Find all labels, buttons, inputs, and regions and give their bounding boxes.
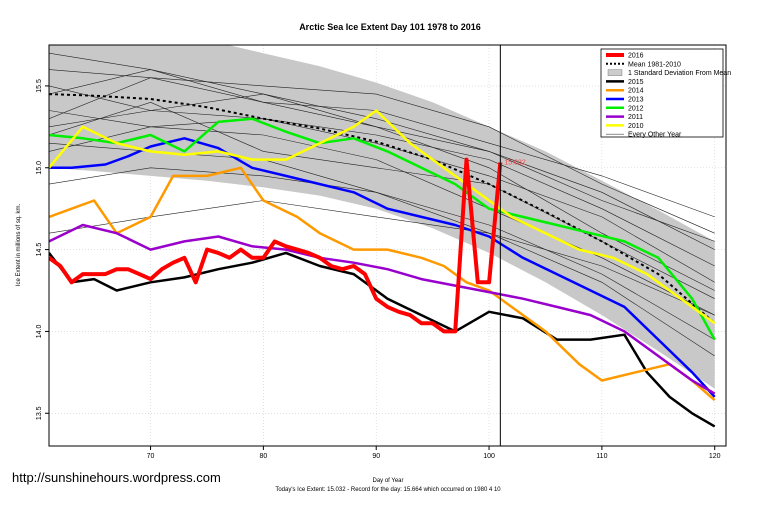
legend-label: 2012: [628, 105, 644, 112]
series-line-2016: [49, 157, 503, 334]
legend-label: 2014: [628, 88, 644, 95]
series-line-2011: [49, 223, 716, 395]
x-tick-label: 120: [709, 453, 721, 460]
std-dev-band-layer: [49, 45, 715, 389]
x-tick-label: 100: [483, 453, 495, 460]
series-line-2015: [49, 251, 716, 428]
series-line-2014: [49, 166, 716, 402]
watermark-url: http://sunshinehours.wordpress.com: [12, 470, 221, 485]
series-line-2012: [49, 117, 716, 341]
y-tick-label: 15.0: [36, 161, 43, 175]
legend-box: [600, 48, 724, 138]
legend-label: 2013: [628, 97, 644, 104]
x-tick-label: 90: [372, 453, 380, 460]
std-dev-band: [49, 45, 715, 389]
legend-label: 1 Standard Deviation From Mean: [628, 70, 731, 77]
series-line-mean-1981-2010: [49, 93, 716, 324]
y-tick-label: 14.5: [36, 243, 43, 257]
x-axis-label: Day of Year: [372, 478, 403, 484]
series-line-2013: [49, 137, 716, 398]
x-tick-label: 80: [259, 453, 267, 460]
x-tick-label: 110: [596, 453, 607, 460]
x-axis-ticks: 70 80 90 100 110 120: [147, 446, 721, 460]
footer-record-text: Today's Ice Extent: 15.032 - Record for …: [275, 487, 501, 493]
y-tick-label: 15.5: [36, 79, 43, 93]
current-value-annotation: 15.032: [504, 160, 526, 167]
every-other-year-line: [49, 52, 715, 250]
y-tick-label: 13.5: [36, 406, 43, 420]
legend-label: 2015: [628, 79, 644, 86]
legend-label: Mean 1981-2010: [628, 61, 681, 68]
legend-label: 2016: [628, 53, 644, 60]
legend-label: 2011: [628, 114, 643, 121]
every-other-year-line: [49, 167, 715, 340]
legend-swatch: [607, 69, 623, 76]
plot-frame: [48, 44, 727, 447]
x-tick-label: 70: [147, 453, 155, 460]
every-other-year-line: [49, 110, 715, 316]
y-axis-label: Ice Extent in millions of sq. km.: [16, 203, 22, 286]
legend-label: Every Other Year: [628, 132, 682, 139]
legend-label: 2010: [628, 123, 644, 130]
series-line-2010: [49, 109, 716, 325]
y-tick-label: 14.0: [36, 325, 43, 339]
y-axis-ticks: 13.5 14.0 14.5 15.0 15.5: [36, 79, 49, 420]
series-lines: [49, 93, 716, 428]
chart-title: Arctic Sea Ice Extent Day 101 1978 to 20…: [299, 22, 481, 32]
